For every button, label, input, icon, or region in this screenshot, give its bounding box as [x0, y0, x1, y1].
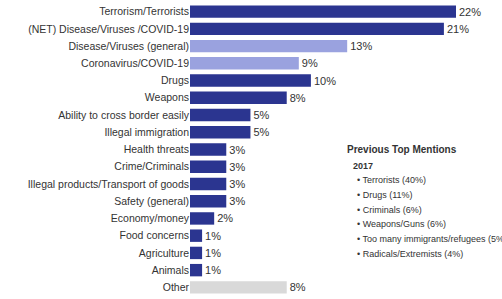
svg-text:2%: 2%: [217, 212, 233, 224]
svg-text:1%: 1%: [205, 264, 221, 276]
svg-text:3%: 3%: [229, 144, 245, 156]
svg-text:8%: 8%: [290, 92, 306, 104]
svg-text:Ability to cross border easily: Ability to cross border easily: [58, 109, 189, 121]
svg-text:Health threats: Health threats: [124, 143, 189, 155]
svg-text:Disease/Viruses (general): Disease/Viruses (general): [68, 40, 189, 52]
svg-text:5%: 5%: [253, 109, 269, 121]
svg-text:Safety (general): Safety (general): [114, 195, 189, 207]
svg-text:Crime/Criminals: Crime/Criminals: [114, 160, 189, 172]
svg-text:Food concerns: Food concerns: [120, 229, 189, 241]
svg-text:Weapons: Weapons: [145, 91, 189, 103]
svg-text:1%: 1%: [205, 247, 221, 259]
svg-text:Economy/money: Economy/money: [111, 212, 190, 224]
svg-text:Illegal immigration: Illegal immigration: [104, 126, 189, 138]
svg-text:(NET) Disease/Viruses /COVID-1: (NET) Disease/Viruses /COVID-19: [28, 23, 189, 35]
svg-text:Terrorism/Terrorists: Terrorism/Terrorists: [99, 5, 189, 17]
svg-text:2017: 2017: [353, 161, 373, 171]
svg-text:3%: 3%: [229, 178, 245, 190]
svg-text:Illegal products/Transport of: Illegal products/Transport of goods: [28, 178, 189, 190]
svg-text:22%: 22%: [459, 6, 481, 18]
svg-text:• Criminals (6%): • Criminals (6%): [357, 205, 422, 215]
svg-text:• Drugs (11%): • Drugs (11%): [357, 190, 413, 200]
svg-text:Coronavirus/COVID-19: Coronavirus/COVID-19: [81, 57, 189, 69]
svg-text:• Too many immigrants/refugees: • Too many immigrants/refugees (5%): [357, 234, 502, 244]
svg-text:Other: Other: [163, 281, 190, 293]
svg-text:1%: 1%: [205, 230, 221, 242]
svg-text:10%: 10%: [314, 75, 336, 87]
svg-text:• Radicals/Extremists (4%): • Radicals/Extremists (4%): [357, 249, 463, 259]
svg-text:Animals: Animals: [152, 264, 189, 276]
svg-text:13%: 13%: [350, 40, 372, 52]
svg-text:8%: 8%: [290, 281, 306, 293]
svg-text:3%: 3%: [229, 195, 245, 207]
svg-text:Drugs: Drugs: [161, 74, 189, 86]
svg-text:5%: 5%: [253, 126, 269, 138]
svg-text:Previous Top Mentions: Previous Top Mentions: [347, 144, 457, 155]
svg-text:3%: 3%: [229, 161, 245, 173]
svg-text:• Terrorists (40%): • Terrorists (40%): [357, 175, 426, 185]
svg-text:9%: 9%: [302, 57, 318, 69]
svg-text:Agriculture: Agriculture: [139, 247, 189, 259]
svg-text:• Weapons/Guns (6%): • Weapons/Guns (6%): [357, 219, 446, 229]
svg-text:21%: 21%: [447, 23, 469, 35]
